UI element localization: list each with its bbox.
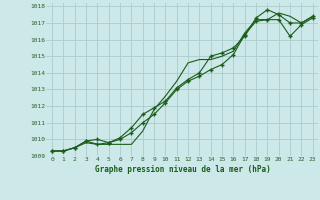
X-axis label: Graphe pression niveau de la mer (hPa): Graphe pression niveau de la mer (hPa) [94, 165, 270, 174]
